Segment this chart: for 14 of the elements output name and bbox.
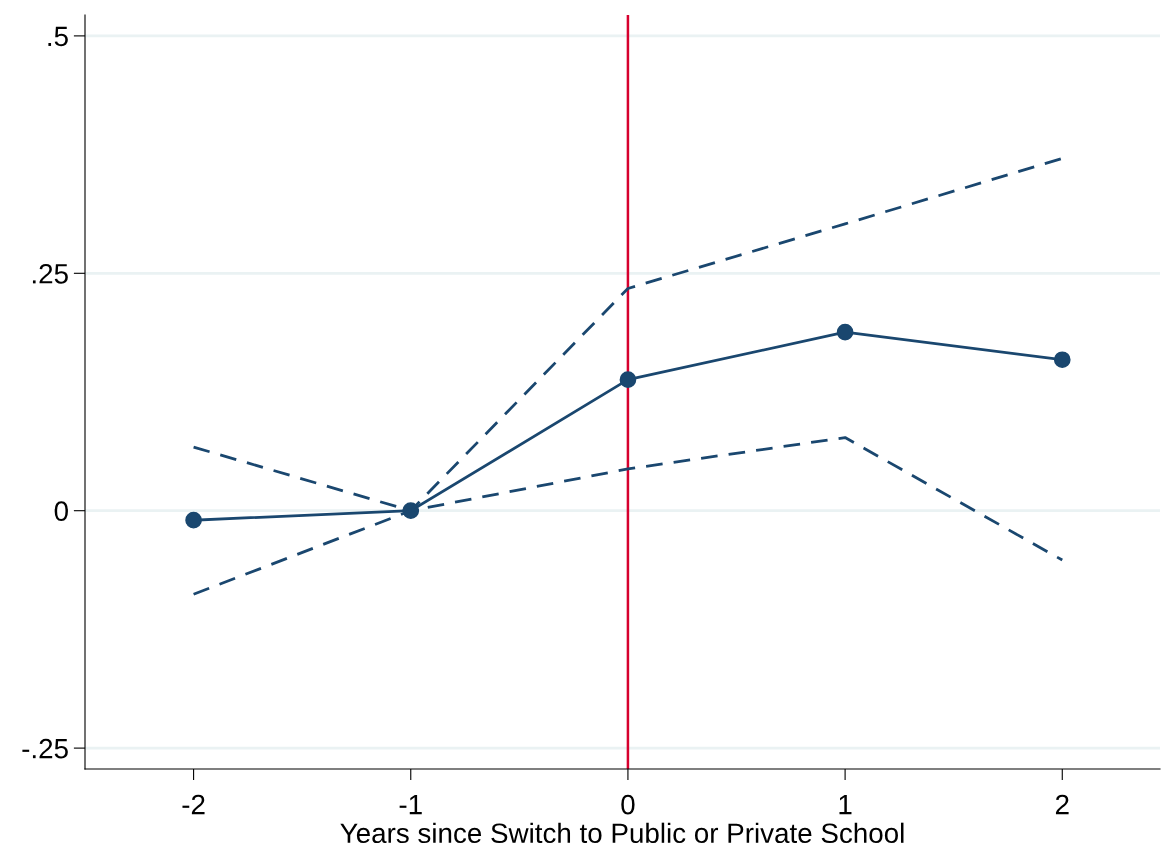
x-tick-label: 2 [1055, 794, 1069, 815]
x-tick-label: 0 [621, 794, 635, 815]
point [619, 371, 637, 388]
point [185, 511, 202, 529]
y-tick-label: .5 [48, 26, 68, 47]
x-tick-label: -2 [182, 794, 205, 815]
y-tick-label: .25 [32, 263, 68, 284]
point [836, 323, 854, 341]
y-tick-label: 0 [54, 501, 68, 522]
x-axis-title: Years since Switch to Public or Private School [340, 822, 904, 844]
y-tick-label: -.25 [22, 738, 68, 759]
x-tick-label: 1 [839, 795, 852, 815]
x-tick-label: -1 [399, 795, 422, 815]
point [1053, 351, 1071, 369]
